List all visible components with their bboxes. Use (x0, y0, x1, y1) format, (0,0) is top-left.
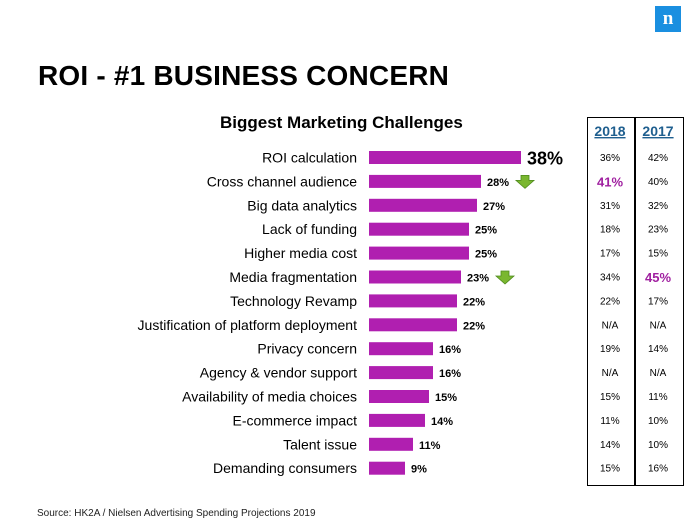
page-title: ROI - #1 BUSINESS CONCERN (38, 60, 450, 91)
bar (369, 198, 477, 212)
table-cell: 15% (648, 249, 668, 260)
category-label: Technology Revamp (230, 293, 357, 309)
bar (369, 413, 425, 427)
chart-title: Biggest Marketing Challenges (220, 113, 463, 132)
table-header-2017: 2017 (642, 123, 673, 139)
table-cell: 22% (600, 296, 620, 307)
table-cell: 17% (600, 249, 620, 260)
category-label: Media fragmentation (229, 269, 357, 285)
bar (369, 366, 433, 380)
table-cell: 45% (645, 270, 671, 285)
category-label: Cross channel audience (207, 173, 357, 189)
bar (369, 461, 405, 475)
table-cell: 15% (600, 392, 620, 403)
table-cell: 11% (600, 416, 619, 427)
category-label: Demanding consumers (213, 460, 357, 476)
down-arrow-icon (514, 174, 536, 189)
table-cell: 10% (648, 440, 668, 451)
bar (369, 342, 433, 356)
value-label: 15% (435, 392, 457, 404)
bar (369, 222, 469, 236)
category-label: Agency & vendor support (200, 365, 357, 381)
category-label: Talent issue (283, 436, 357, 452)
table-cell: 32% (648, 201, 668, 212)
value-label: 11% (419, 440, 441, 452)
table-cell: 40% (648, 177, 668, 188)
table-cell: 15% (600, 464, 620, 475)
table-cell: 42% (648, 153, 668, 164)
table-cell: 41% (597, 174, 623, 189)
value-label: 14% (431, 416, 453, 428)
source-note: Source: HK2A / Nielsen Advertising Spend… (37, 508, 316, 519)
value-label: 38% (527, 149, 563, 169)
bar (369, 174, 481, 188)
table-cell: 10% (648, 416, 668, 427)
logo-letter: n (662, 8, 674, 29)
bar (369, 390, 429, 403)
category-label: Higher media cost (244, 245, 357, 261)
category-label: Justification of platform deployment (138, 317, 358, 333)
nielsen-logo: n (655, 6, 681, 32)
value-label: 25% (475, 225, 497, 237)
table-cell: 14% (648, 344, 668, 355)
comparison-table-frame (587, 117, 684, 486)
table-cell: N/A (602, 368, 619, 379)
down-arrow-icon (494, 270, 516, 285)
table-cell: N/A (650, 368, 667, 379)
category-label: Lack of funding (262, 221, 357, 237)
value-label: 22% (463, 320, 485, 332)
bar (369, 294, 457, 308)
category-label: Privacy concern (257, 341, 357, 357)
table-cell: 17% (648, 296, 668, 307)
table-cell: 34% (600, 273, 620, 284)
category-label: E-commerce impact (233, 412, 358, 428)
value-label: 28% (487, 177, 509, 189)
table-cell: 11% (648, 392, 667, 403)
bar (369, 318, 457, 332)
value-label: 25% (475, 249, 497, 261)
comparison-table-divider (634, 117, 636, 486)
bar (369, 246, 469, 260)
table-header-2018: 2018 (594, 123, 625, 139)
table-cell: N/A (650, 320, 667, 331)
value-label: 16% (439, 368, 461, 380)
value-label: 22% (463, 296, 485, 308)
table-cell: N/A (602, 320, 619, 331)
value-label: 27% (483, 201, 505, 213)
table-cell: 19% (600, 344, 620, 355)
table-cell: 36% (600, 153, 620, 164)
value-label: 23% (467, 273, 489, 285)
table-cell: 14% (600, 440, 620, 451)
table-cell: 16% (648, 464, 668, 475)
value-label: 9% (411, 464, 427, 476)
table-cell: 31% (600, 201, 620, 212)
bar (369, 270, 461, 284)
table-cell: 18% (600, 225, 620, 236)
category-label: Big data analytics (247, 197, 357, 213)
bar (369, 437, 413, 451)
bar (369, 151, 521, 164)
category-label: Availability of media choices (182, 389, 357, 405)
value-label: 16% (439, 344, 461, 356)
table-cell: 23% (648, 225, 668, 236)
category-label: ROI calculation (262, 150, 357, 166)
